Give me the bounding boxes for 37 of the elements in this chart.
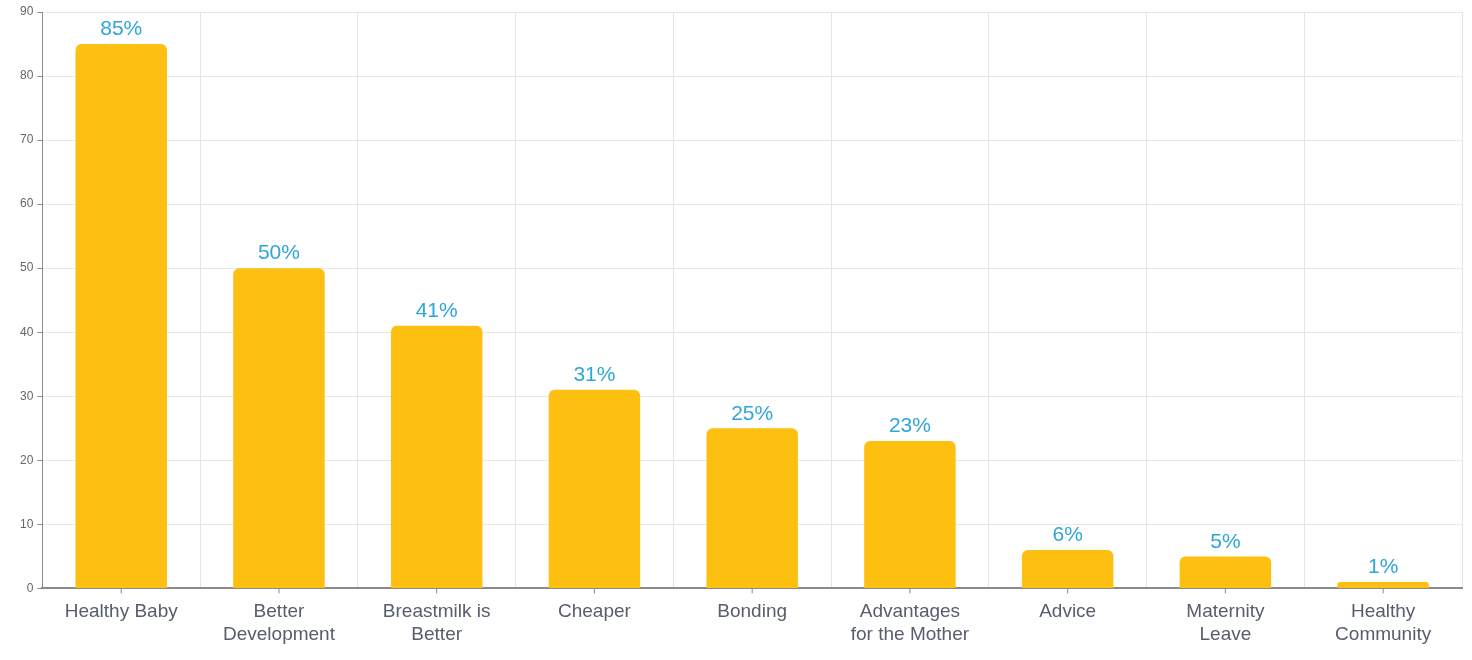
x-tick-label: Cheaper — [557, 600, 632, 622]
bar — [864, 441, 956, 588]
y-tick-label: 0 — [26, 580, 34, 595]
x-tick-label: Breastmilk is Better — [382, 600, 491, 644]
x-tick-label: Healthy Community — [1335, 600, 1432, 644]
x-tick-label: Healthy Baby — [64, 600, 179, 622]
bar — [548, 389, 641, 588]
y-tick-label: 40 — [19, 324, 34, 339]
x-tick-label: Better Development — [222, 600, 336, 644]
data-label: 23% — [888, 413, 931, 437]
x-tick-label: Advice — [1039, 600, 1097, 622]
bar — [1179, 556, 1272, 588]
data-label: 25% — [731, 400, 774, 424]
bar — [1021, 549, 1114, 588]
data-label: 31% — [573, 362, 616, 386]
data-label: 50% — [257, 240, 300, 264]
bar — [233, 268, 325, 588]
data-label: 41% — [415, 298, 458, 322]
data-label: 1% — [1367, 554, 1399, 578]
y-tick-label: 70 — [19, 132, 34, 147]
y-tick-label: 60 — [19, 196, 34, 211]
y-tick-label: 50 — [19, 260, 34, 275]
bar — [75, 44, 167, 588]
bar — [1337, 582, 1429, 588]
data-label: 6% — [1052, 522, 1083, 546]
data-label: 85% — [100, 16, 143, 40]
y-tick-label: 20 — [19, 452, 34, 467]
y-tick-label: 90 — [19, 4, 34, 19]
y-tick-label: 30 — [19, 388, 34, 403]
bar — [390, 325, 483, 588]
y-tick-label: 10 — [19, 516, 34, 531]
bar — [706, 428, 798, 588]
data-label: 5% — [1210, 528, 1241, 552]
x-tick-label: Bonding — [717, 600, 788, 622]
y-tick-label: 80 — [19, 68, 34, 83]
x-tick-label: Maternity Leave — [1186, 600, 1265, 644]
x-tick-label: Advantages for the Mother — [850, 600, 970, 644]
